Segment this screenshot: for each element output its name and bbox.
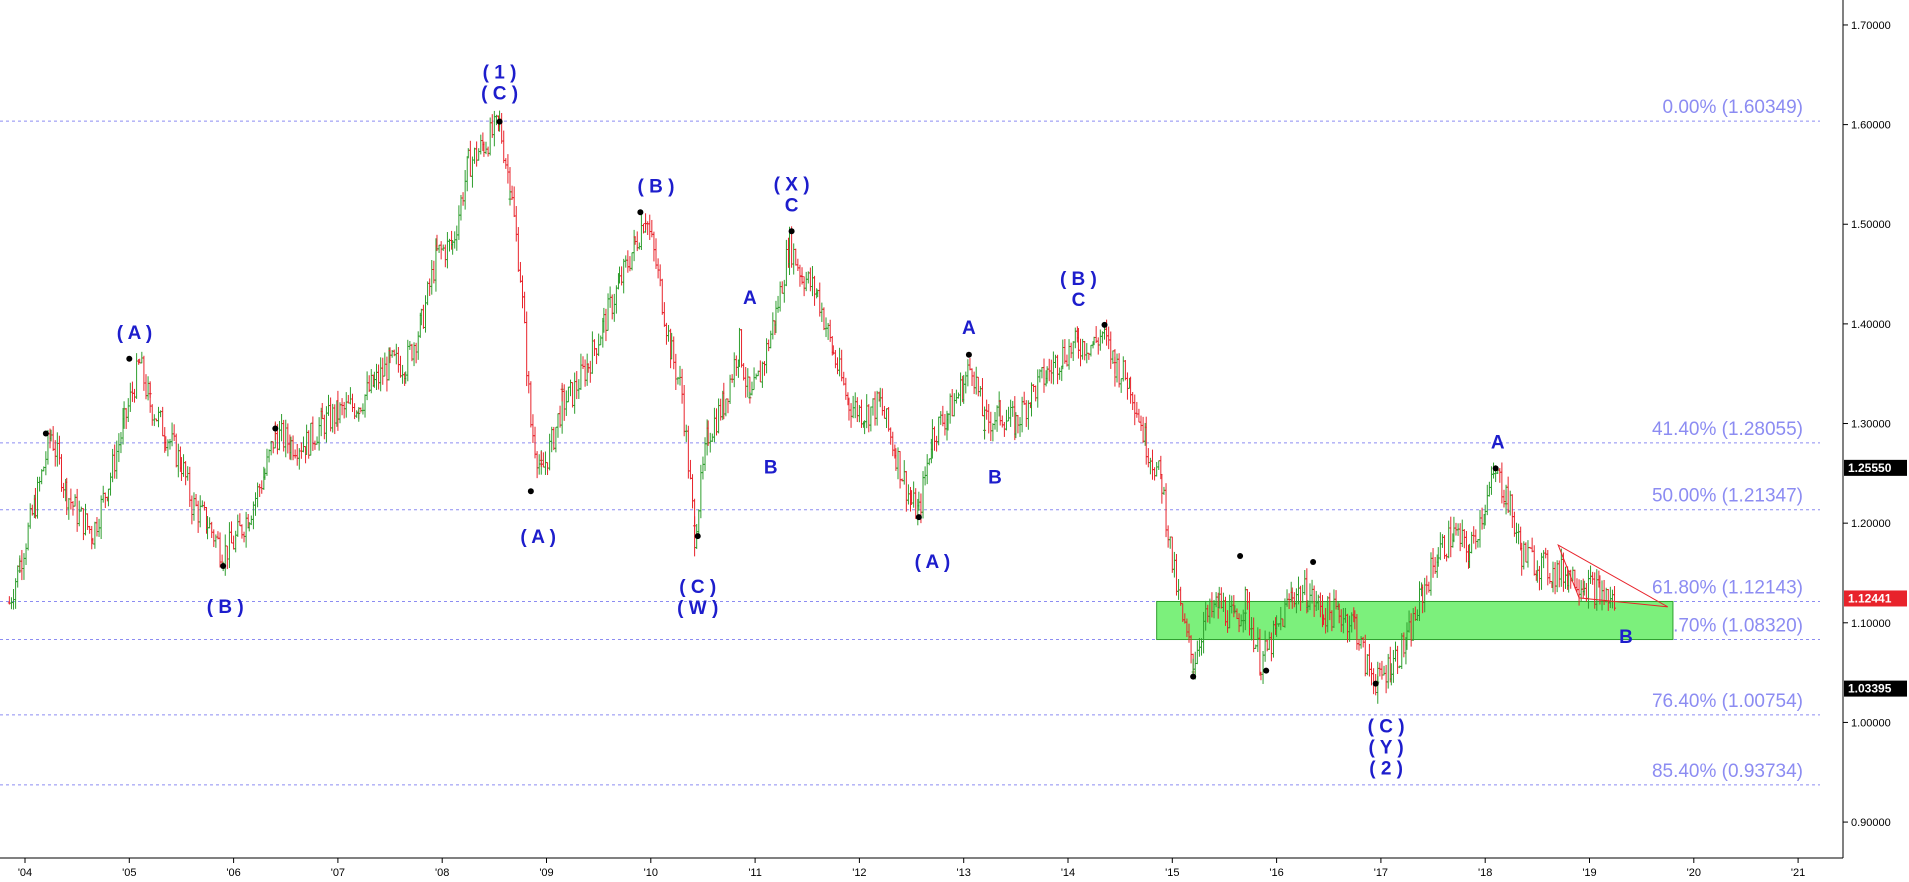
wave-label: ( A ) xyxy=(915,552,951,573)
price-tag xyxy=(1844,680,1907,697)
x-tick-label: '06 xyxy=(226,867,240,879)
wave-label: ( 1 ) xyxy=(483,63,517,84)
fib-label: 76.40% (1.00754) xyxy=(1652,691,1803,712)
swing-point xyxy=(694,533,701,540)
wave-label: ( C ) xyxy=(1368,716,1405,737)
x-tick-label: '14 xyxy=(1061,867,1075,879)
x-tick-label: '09 xyxy=(539,867,553,879)
wave-label: ( C ) xyxy=(481,84,518,105)
wave-label: ( 2 ) xyxy=(1369,758,1403,779)
wave-label: C xyxy=(785,195,799,216)
fib-label: 50.00% (1.21347) xyxy=(1652,486,1803,507)
swing-point xyxy=(272,425,279,432)
wave-label: B xyxy=(764,457,778,478)
x-tick-label: '07 xyxy=(331,867,345,879)
y-tick-label: 1.70000 xyxy=(1851,20,1891,32)
swing-point xyxy=(1372,680,1379,687)
price-tag-label: 1.12441 xyxy=(1848,591,1892,605)
wave-label: A xyxy=(1491,432,1505,453)
y-tick-label: 1.30000 xyxy=(1851,419,1891,431)
fib-label: 41.40% (1.28055) xyxy=(1652,419,1803,440)
swing-point xyxy=(1492,465,1499,472)
price-tag xyxy=(1844,459,1907,476)
x-tick-label: '21 xyxy=(1791,867,1805,879)
x-tick-label: '04 xyxy=(18,867,32,879)
wave-label: C xyxy=(1072,290,1086,311)
wave-labels: ( A )( B )( 1 )( C )( A )( B )( C )( W )… xyxy=(117,63,1633,780)
swing-point xyxy=(788,228,795,235)
wave-label: B xyxy=(1619,627,1633,648)
swing-point xyxy=(1190,673,1197,680)
x-tick-label: '17 xyxy=(1374,867,1388,879)
x-tick-label: '05 xyxy=(122,867,136,879)
swing-point xyxy=(965,351,972,358)
wave-label: ( A ) xyxy=(520,527,556,548)
y-tick-label: 1.20000 xyxy=(1851,518,1891,530)
x-tick-label: '12 xyxy=(852,867,866,879)
swing-point xyxy=(126,355,133,362)
price-bars xyxy=(7,110,1617,704)
price-tag xyxy=(1844,590,1907,607)
fib-label: 66.70% (1.08320) xyxy=(1652,616,1803,637)
fib-label: 85.40% (0.93734) xyxy=(1652,761,1803,782)
wave-label: ( B ) xyxy=(207,597,244,618)
x-tick-label: '11 xyxy=(748,867,762,879)
triangle-pattern xyxy=(1557,543,1668,608)
wave-label: ( A ) xyxy=(117,323,153,344)
swing-points xyxy=(42,118,1499,687)
swing-point xyxy=(42,430,49,437)
fib-levels: 0.00% (1.60349) 41.40% (1.28055) 50.00% (1… xyxy=(0,97,1820,786)
y-tick-label: 1.60000 xyxy=(1851,120,1891,132)
fib-label: 0.00% (1.60349) xyxy=(1663,97,1804,118)
swing-point xyxy=(915,514,922,521)
wave-label: ( Y ) xyxy=(1369,737,1404,758)
wave-label: ( B ) xyxy=(1060,269,1097,290)
swing-point xyxy=(1101,321,1108,328)
y-tick-label: 1.10000 xyxy=(1851,618,1891,630)
wave-label: ( W ) xyxy=(677,598,718,619)
triangle-lines xyxy=(1557,543,1668,608)
wave-label: A xyxy=(962,318,976,339)
price-tag-label: 1.03395 xyxy=(1848,682,1892,696)
swing-point xyxy=(637,209,644,216)
wave-label: ( C ) xyxy=(679,577,716,598)
x-tick-label: '19 xyxy=(1582,867,1596,879)
fib-label: 61.80% (1.12143) xyxy=(1652,577,1803,598)
swing-point xyxy=(1237,553,1244,560)
x-tick-label: '08 xyxy=(435,867,449,879)
wave-label: ( X ) xyxy=(774,174,810,195)
swing-point xyxy=(220,563,227,570)
swing-point xyxy=(1263,667,1270,674)
x-tick-label: '16 xyxy=(1269,867,1283,879)
wave-label: B xyxy=(988,467,1002,488)
x-tick-label: '15 xyxy=(1165,867,1179,879)
x-tick-label: '10 xyxy=(644,867,658,879)
swing-point xyxy=(527,488,534,495)
wave-label: ( B ) xyxy=(638,176,675,197)
y-tick-label: 1.40000 xyxy=(1851,319,1891,331)
wave-label: A xyxy=(743,288,757,309)
price-tags: 1.25550 1.12441 1.03395 xyxy=(1844,459,1907,697)
swing-point xyxy=(1310,559,1317,566)
price-tag-label: 1.25550 xyxy=(1848,461,1892,475)
y-tick-label: 1.00000 xyxy=(1851,717,1891,729)
y-tick-label: 0.90000 xyxy=(1851,817,1891,829)
x-tick-label: '18 xyxy=(1478,867,1492,879)
x-tick-label: '20 xyxy=(1687,867,1701,879)
swing-point xyxy=(496,118,503,125)
y-tick-label: 1.50000 xyxy=(1851,219,1891,231)
x-tick-label: '13 xyxy=(957,867,971,879)
